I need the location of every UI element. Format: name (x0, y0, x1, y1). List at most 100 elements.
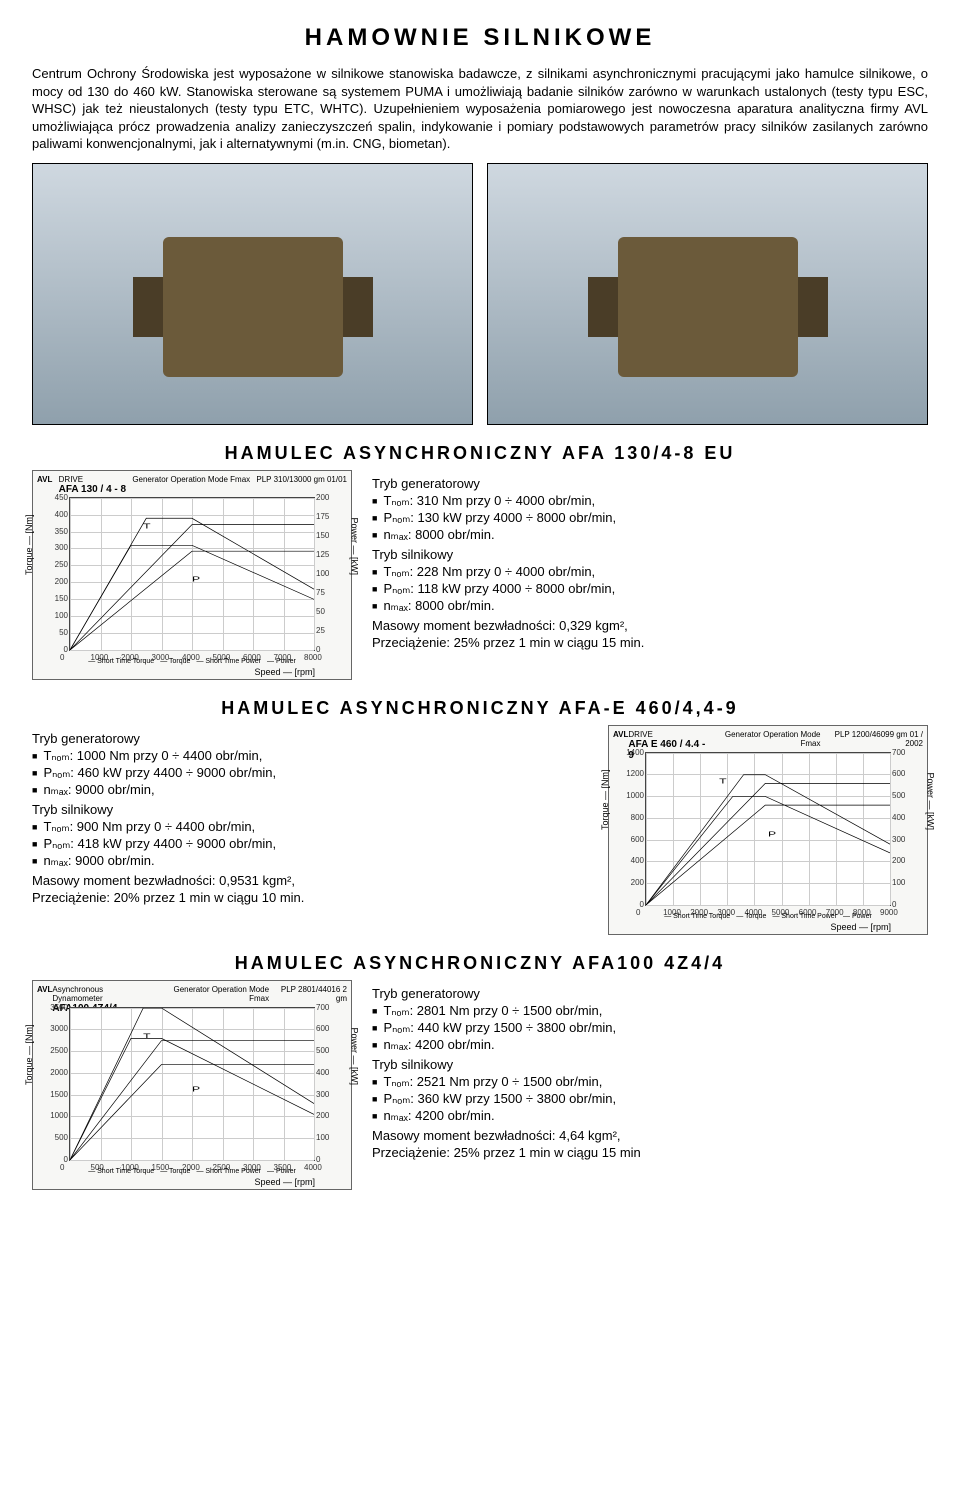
section1-gen-item: nₘₐₓ: 8000 obr/min. (372, 527, 928, 543)
y-left-tick: 3000 (50, 1024, 68, 1033)
section1-mot-item: Pₙₒₘ: 118 kW przy 4000 ÷ 8000 obr/min, (372, 581, 928, 597)
svg-text:P: P (192, 575, 200, 583)
y-right-tick: 0 (892, 900, 896, 909)
svg-text:P: P (192, 1085, 200, 1093)
section2-mot-item: nₘₐₓ: 9000 obr/min. (32, 853, 588, 869)
section3-gen-item: Pₙₒₘ: 440 kW przy 1500 ÷ 3800 obr/min, (372, 1020, 928, 1036)
page-title: HAMOWNIE SILNIKOWE (32, 24, 928, 52)
section2-mot-item: Tₙₒₘ: 900 Nm przy 0 ÷ 4400 obr/min, (32, 819, 588, 835)
y-left-tick: 200 (631, 878, 644, 887)
section3-gen-header: Tryb generatorowy (372, 986, 928, 1001)
section3-heading: HAMULEC ASYNCHRONICZNY AFA100 4Z4/4 (32, 953, 928, 974)
y-right-tick: 500 (892, 791, 905, 800)
y-left-tick: 450 (55, 493, 68, 502)
y-right-tick: 100 (892, 878, 905, 887)
y-left-tick: 250 (55, 560, 68, 569)
section2-gen-header: Tryb generatorowy (32, 731, 588, 746)
y-left-tick: 800 (631, 813, 644, 822)
y-right-tick: 50 (316, 607, 325, 616)
y-right-tick: 0 (316, 645, 320, 654)
x-tick: 0 (60, 1163, 64, 1172)
y-right-tick: 25 (316, 626, 325, 635)
y-right-tick: 200 (316, 493, 329, 502)
svg-text:T: T (143, 522, 150, 530)
section2-specs: Tryb generatorowy Tₙₒₘ: 1000 Nm przy 0 ÷… (32, 729, 588, 907)
section3-note1: Masowy moment bezwładności: 4,64 kgm², (372, 1128, 928, 1143)
y-right-tick: 200 (892, 856, 905, 865)
y-right-tick: 600 (316, 1024, 329, 1033)
chart-ylabel-left: Torque — [Nm] (24, 1024, 34, 1085)
svg-text:T: T (719, 777, 726, 785)
section1-gen-item: Pₙₒₘ: 130 kW przy 4000 ÷ 8000 obr/min, (372, 510, 928, 526)
y-left-tick: 0 (64, 1155, 68, 1164)
section1-specs: Tryb generatorowy Tₙₒₘ: 310 Nm przy 0 ÷ … (372, 474, 928, 652)
section2-note1: Masowy moment bezwładności: 0,9531 kgm², (32, 873, 588, 888)
y-right-tick: 0 (316, 1155, 320, 1164)
section3-gen-item: Tₙₒₘ: 2801 Nm przy 0 ÷ 1500 obr/min, (372, 1003, 928, 1019)
section2-heading: HAMULEC ASYNCHRONICZNY AFA-E 460/4,4-9 (32, 698, 928, 719)
section1-mot-item: Tₙₒₘ: 228 Nm przy 0 ÷ 4000 obr/min, (372, 564, 928, 580)
y-left-tick: 350 (55, 527, 68, 536)
section1-note2: Przeciążenie: 25% przez 1 min w ciągu 15… (372, 635, 928, 650)
chart-ylabel-right: Power — [kW] (350, 517, 360, 575)
y-right-tick: 500 (316, 1046, 329, 1055)
section1-gen-header: Tryb generatorowy (372, 476, 928, 491)
y-left-tick: 3500 (50, 1003, 68, 1012)
y-right-tick: 400 (316, 1068, 329, 1077)
chart-ylabel-left: Torque — [Nm] (24, 514, 34, 575)
y-left-tick: 1200 (626, 769, 644, 778)
chart-drive: DRIVEAFA 130 / 4 - 8 (59, 475, 126, 495)
section1-mot-item: nₘₐₓ: 8000 obr/min. (372, 598, 928, 614)
chart-xlabel: Speed — [rpm] (830, 922, 891, 932)
photo-row (32, 163, 928, 425)
section3-specs: Tryb generatorowy Tₙₒₘ: 2801 Nm przy 0 ÷… (372, 984, 928, 1162)
x-tick: 0 (60, 653, 64, 662)
y-left-tick: 200 (55, 577, 68, 586)
y-left-tick: 2500 (50, 1046, 68, 1055)
y-right-tick: 300 (892, 835, 905, 844)
chart-mode: Generator Operation Mode Fmax (132, 475, 250, 495)
chart-legend: — Short Time Torque— Torque— Short Time … (69, 1168, 315, 1175)
y-left-tick: 100 (55, 611, 68, 620)
y-left-tick: 2000 (50, 1068, 68, 1077)
chart-xlabel: Speed — [rpm] (254, 667, 315, 677)
y-right-tick: 175 (316, 512, 329, 521)
y-left-tick: 1500 (50, 1090, 68, 1099)
chart-ylabel-right: Power — [kW] (926, 772, 936, 830)
y-left-tick: 0 (640, 900, 644, 909)
chart-legend: — Short Time Torque— Torque— Short Time … (645, 913, 891, 920)
section3-mot-item: Pₙₒₘ: 360 kW przy 1500 ÷ 3800 obr/min, (372, 1091, 928, 1107)
y-left-tick: 1000 (626, 791, 644, 800)
test-bench-photo-right (487, 163, 928, 425)
chart-xlabel: Speed — [rpm] (254, 1177, 315, 1187)
y-left-tick: 150 (55, 594, 68, 603)
y-right-tick: 400 (892, 813, 905, 822)
section2-mot-item: Pₙₒₘ: 418 kW przy 4400 ÷ 9000 obr/min, (32, 836, 588, 852)
y-right-tick: 600 (892, 769, 905, 778)
y-left-tick: 1000 (50, 1111, 68, 1120)
test-bench-photo-left (32, 163, 473, 425)
svg-text:T: T (143, 1032, 150, 1040)
intro-paragraph: Centrum Ochrony Środowiska jest wyposażo… (32, 65, 928, 153)
y-right-tick: 700 (892, 748, 905, 757)
y-right-tick: 125 (316, 550, 329, 559)
y-right-tick: 150 (316, 531, 329, 540)
section1-mot-header: Tryb silnikowy (372, 547, 928, 562)
section3-mot-item: nₘₐₓ: 4200 obr/min. (372, 1108, 928, 1124)
section2-gen-item: Pₙₒₘ: 460 kW przy 4400 ÷ 9000 obr/min, (32, 765, 588, 781)
section3-mot-header: Tryb silnikowy (372, 1057, 928, 1072)
y-right-tick: 75 (316, 588, 325, 597)
chart-ylabel-right: Power — [kW] (350, 1027, 360, 1085)
section3-note2: Przeciążenie: 25% przez 1 min w ciągu 15… (372, 1145, 928, 1160)
y-right-tick: 100 (316, 569, 329, 578)
x-tick: 0 (636, 908, 640, 917)
section1-gen-item: Tₙₒₘ: 310 Nm przy 0 ÷ 4000 obr/min, (372, 493, 928, 509)
y-right-tick: 700 (316, 1003, 329, 1012)
y-left-tick: 0 (64, 645, 68, 654)
y-left-tick: 400 (55, 510, 68, 519)
chart-brand: AVL (37, 475, 52, 495)
y-right-tick: 300 (316, 1090, 329, 1099)
section2-chart: AVLDRIVEAFA E 460 / 4.4 - 9Generator Ope… (608, 725, 928, 935)
y-right-tick: 200 (316, 1111, 329, 1120)
y-left-tick: 400 (631, 856, 644, 865)
